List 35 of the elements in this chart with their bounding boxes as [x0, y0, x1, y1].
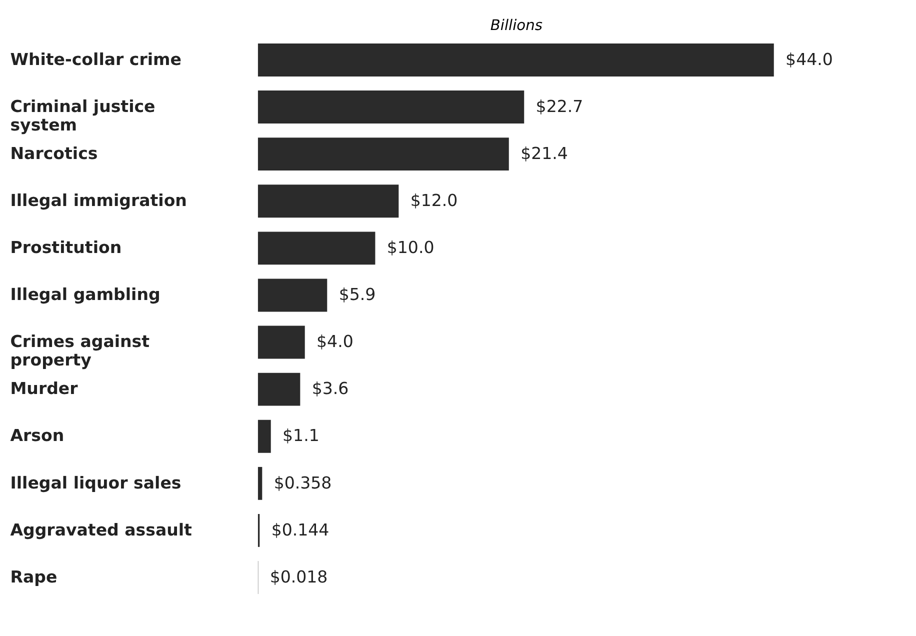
y-tick-label: Murder: [10, 379, 79, 398]
data-label: $0.018: [270, 567, 328, 586]
data-label: $22.7: [536, 96, 584, 116]
data-label: $44.0: [786, 50, 833, 69]
data-label: $1.1: [282, 426, 320, 446]
bar: [258, 232, 376, 265]
data-label: $0.358: [274, 473, 332, 492]
y-tick-label: Prostitution: [10, 238, 122, 258]
y-tick-label: Crimes against property: [10, 332, 150, 370]
y-tick-label: Illegal liquor sales: [10, 473, 182, 492]
data-label: $5.9: [338, 285, 376, 304]
y-tick-label: Aggravated assault: [10, 520, 192, 540]
y-tick-label: White-collar crime: [10, 50, 182, 69]
bar: [258, 466, 262, 500]
bar: [258, 90, 524, 124]
y-tick-label: Arson: [10, 426, 64, 446]
y-tick-label: Illegal immigration: [10, 190, 187, 210]
data-label: $12.0: [410, 190, 458, 210]
y-tick-label: Narcotics: [10, 144, 98, 163]
data-label: $21.4: [520, 144, 568, 163]
bar: [258, 138, 509, 171]
y-tick-label: Rape: [10, 567, 58, 586]
bar: [258, 372, 300, 406]
x-axis-title: Billions: [490, 17, 543, 34]
bar: [258, 420, 271, 453]
bar: [258, 278, 328, 312]
data-label: $4.0: [316, 332, 354, 352]
bar: [258, 44, 774, 76]
y-tick-label: Illegal gambling: [10, 285, 160, 304]
data-label: $0.144: [271, 520, 330, 540]
y-tick-label: Criminal justice system: [10, 96, 156, 134]
data-label: $10.0: [386, 238, 434, 258]
bar: [258, 184, 399, 218]
data-label: $3.6: [312, 379, 349, 398]
bar: [258, 326, 305, 359]
